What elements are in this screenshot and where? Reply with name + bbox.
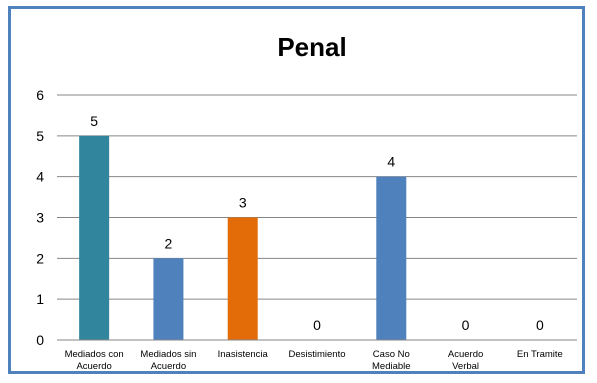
bar xyxy=(227,217,258,340)
x-tick-label-line: Acuerdo xyxy=(448,349,483,360)
data-label: 0 xyxy=(462,317,470,333)
x-tick-label-line: Mediable xyxy=(372,361,411,372)
x-tick-label: Mediados sin Acuerdo xyxy=(140,349,196,372)
data-label: 2 xyxy=(165,235,173,251)
y-tick-label: 5 xyxy=(36,128,44,144)
bars xyxy=(79,135,407,340)
x-tick-label: Mediados con Acuerdo xyxy=(65,349,124,372)
x-tick-label-line: Verbal xyxy=(452,361,479,372)
y-tick-label: 6 xyxy=(36,87,44,103)
x-tick-label-line: En Tramite xyxy=(517,349,563,360)
bar xyxy=(376,176,407,340)
x-tick-label-line: Acuerdo xyxy=(151,361,186,372)
x-tick-label: Caso No Mediable xyxy=(372,349,411,372)
x-tick-label-line: Caso No xyxy=(373,349,410,360)
chart-title: Penal xyxy=(277,32,346,62)
y-tick-label: 3 xyxy=(36,210,44,226)
x-tick-label: Acuerdo Verbal xyxy=(448,349,483,372)
x-tick-label: Inasistencia xyxy=(218,349,269,360)
x-tick-label-line: Desistimiento xyxy=(288,349,345,360)
bar xyxy=(79,135,110,340)
y-tick-label: 1 xyxy=(36,291,44,307)
data-labels: 5 2 3 0 4 0 0 xyxy=(90,113,544,333)
x-tick-label: En Tramite xyxy=(517,349,563,360)
data-label: 0 xyxy=(536,317,544,333)
y-tick-label: 2 xyxy=(36,250,44,266)
bar xyxy=(153,258,184,340)
gridlines xyxy=(57,94,577,300)
x-tick-label-line: Mediados sin xyxy=(140,349,196,360)
x-tick-label-line: Inasistencia xyxy=(218,349,269,360)
x-tick-label: Desistimiento xyxy=(288,349,345,360)
y-tick-label: 4 xyxy=(36,169,44,185)
y-tick-label: 0 xyxy=(36,332,44,348)
y-axis-ticks: 0 1 2 3 4 5 6 xyxy=(36,87,44,348)
data-label: 0 xyxy=(313,317,321,333)
x-tick-label-line: Mediados con xyxy=(65,349,124,360)
data-label: 3 xyxy=(239,195,247,211)
data-label: 4 xyxy=(387,154,395,170)
x-tick-label-line: Acuerdo xyxy=(76,361,111,372)
data-label: 5 xyxy=(90,113,98,129)
